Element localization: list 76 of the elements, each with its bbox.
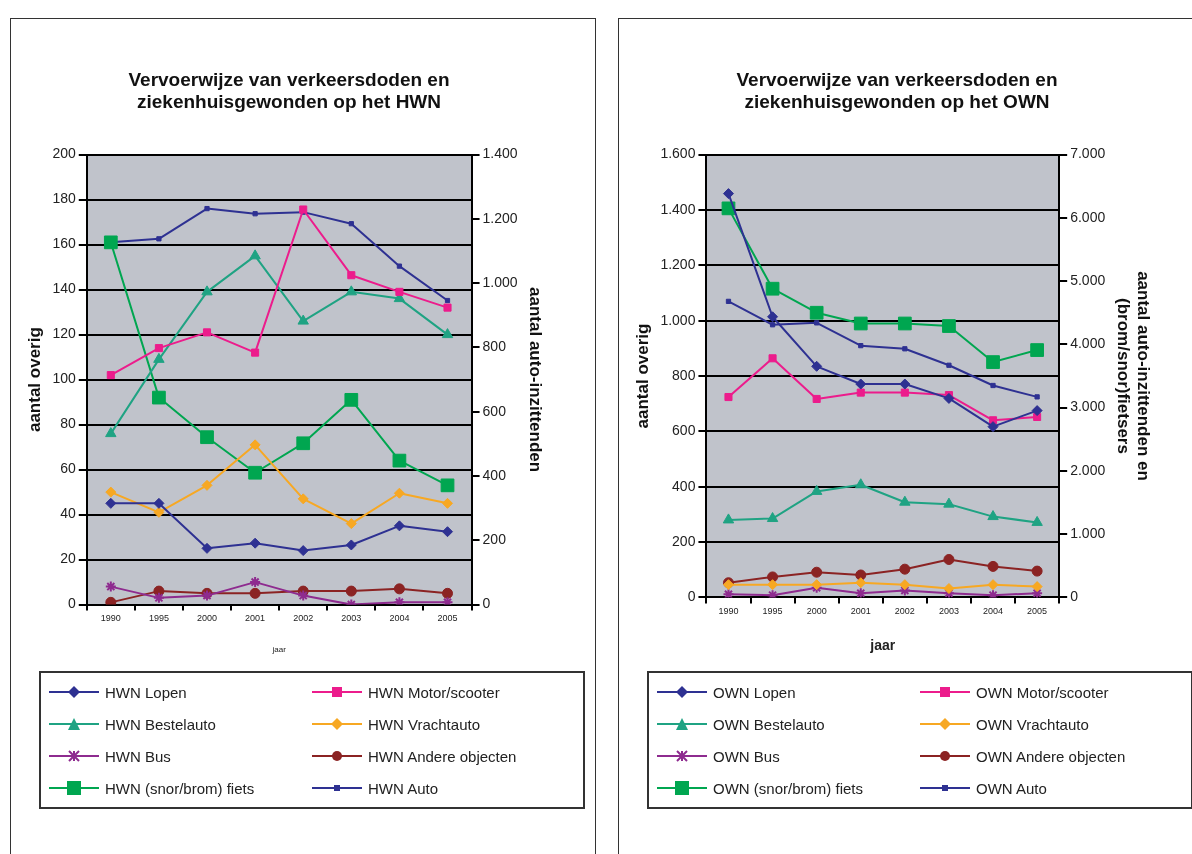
y2-axis-title: aantal auto-inzittenden en (brom/snor)fietsers — [1113, 271, 1154, 481]
legend-label: OWN Lopen — [713, 683, 796, 701]
x-tick-label: 2003 — [938, 606, 959, 617]
legend-label: HWN Andere objecten — [368, 747, 517, 765]
y-tick-label: 200 — [52, 145, 76, 162]
x-tick-label: 2000 — [806, 606, 827, 617]
y2-tick-label: 800 — [482, 338, 507, 355]
legend-label: OWN Bestelauto — [713, 715, 825, 733]
y2-tick-label: 1.000 — [482, 274, 518, 291]
x-tick-label: 2002 — [894, 606, 915, 617]
x-tick-label: 2004 — [389, 613, 410, 624]
legend-label: OWN Bus — [713, 747, 780, 765]
y-tick-label: 60 — [60, 460, 76, 477]
x-axis-title: jaar — [869, 637, 896, 654]
y-tick-label: 800 — [672, 366, 696, 383]
legend-label: HWN Vrachtauto — [368, 715, 480, 733]
y-axis-title: aantal overig — [632, 323, 652, 429]
y2-tick-label: 4.000 — [1070, 335, 1106, 352]
y2-tick-label: 5.000 — [1070, 271, 1106, 288]
y2-tick-label: 0 — [482, 595, 491, 612]
legend-label: OWN (snor/brom) fiets — [713, 779, 864, 797]
legend-label: OWN Vrachtauto — [976, 715, 1089, 733]
y-tick-label: 80 — [60, 415, 76, 432]
x-tick-label: 2005 — [1027, 606, 1048, 617]
y-tick-label: 20 — [60, 550, 76, 567]
y2-tick-label: 1.200 — [482, 209, 518, 226]
x-tick-label: 1995 — [762, 606, 783, 617]
x-tick-label: 2001 — [245, 613, 266, 624]
y2-tick-label: 1.000 — [1070, 525, 1106, 541]
x-tick-label: 2004 — [983, 606, 1004, 617]
x-tick-label: 2005 — [437, 613, 458, 624]
y-tick-label: 400 — [672, 477, 696, 494]
chart-title: Vervoerwijze van verkeersdoden en ziekenhuisgewonden op het HWN — [128, 68, 450, 113]
x-tick-label: 2000 — [197, 613, 218, 624]
x-tick-label: 1990 — [718, 606, 739, 617]
y-tick-label: 100 — [52, 370, 76, 387]
x-tick-label: 2001 — [850, 606, 871, 617]
y2-tick-label: 6.000 — [1070, 208, 1106, 225]
y-tick-label: 0 — [67, 595, 76, 612]
x-axis-title: jaar — [271, 645, 287, 655]
x-tick-label: 2002 — [293, 613, 314, 624]
x-tick-label: 1995 — [148, 613, 169, 624]
legend-label: OWN Auto — [976, 779, 1047, 797]
y-tick-label: 600 — [672, 422, 696, 439]
y-tick-label: 0 — [687, 588, 696, 605]
y2-tick-label: 600 — [482, 402, 507, 419]
y-axis-title: aantal overig — [24, 327, 44, 433]
y-tick-label: 40 — [60, 505, 76, 522]
y-tick-label: 1.000 — [660, 311, 696, 328]
chart-title: Vervoerwijze van verkeersdoden en ziekenhuisgewonden op het OWN — [736, 68, 1058, 113]
y2-tick-label: 0 — [1070, 588, 1079, 605]
legend-label: HWN Motor/scooter — [368, 683, 500, 701]
legend-label: OWN Andere objecten — [976, 747, 1126, 765]
y2-tick-label: 2.000 — [1070, 461, 1106, 478]
legend-label: HWN Bus — [105, 747, 171, 765]
x-tick-label: 2003 — [341, 613, 362, 624]
y-tick-label: 120 — [52, 325, 76, 342]
y-tick-label: 1.600 — [660, 145, 696, 162]
y2-tick-label: 1.400 — [482, 145, 518, 162]
y2-tick-label: 3.000 — [1070, 398, 1106, 415]
legend-label: HWN (snor/brom) fiets — [105, 779, 255, 797]
y-tick-label: 1.400 — [660, 200, 696, 217]
y-tick-label: 180 — [52, 190, 76, 207]
legend-label: HWN Bestelauto — [105, 715, 216, 733]
y2-axis-title: aantal auto-inzittenden — [526, 287, 546, 473]
y-tick-label: 1.200 — [660, 256, 696, 273]
y-tick-label: 140 — [52, 280, 76, 297]
legend-label: HWN Auto — [368, 779, 439, 797]
y2-tick-label: 200 — [482, 531, 507, 548]
legend-label: OWN Motor/scooter — [976, 683, 1109, 701]
y-tick-label: 160 — [52, 235, 76, 252]
x-tick-label: 1990 — [100, 613, 121, 624]
y2-tick-label: 7.000 — [1070, 145, 1106, 162]
legend-label: HWN Lopen — [105, 683, 187, 701]
y2-tick-label: 400 — [482, 466, 507, 483]
y-tick-label: 200 — [672, 532, 696, 549]
